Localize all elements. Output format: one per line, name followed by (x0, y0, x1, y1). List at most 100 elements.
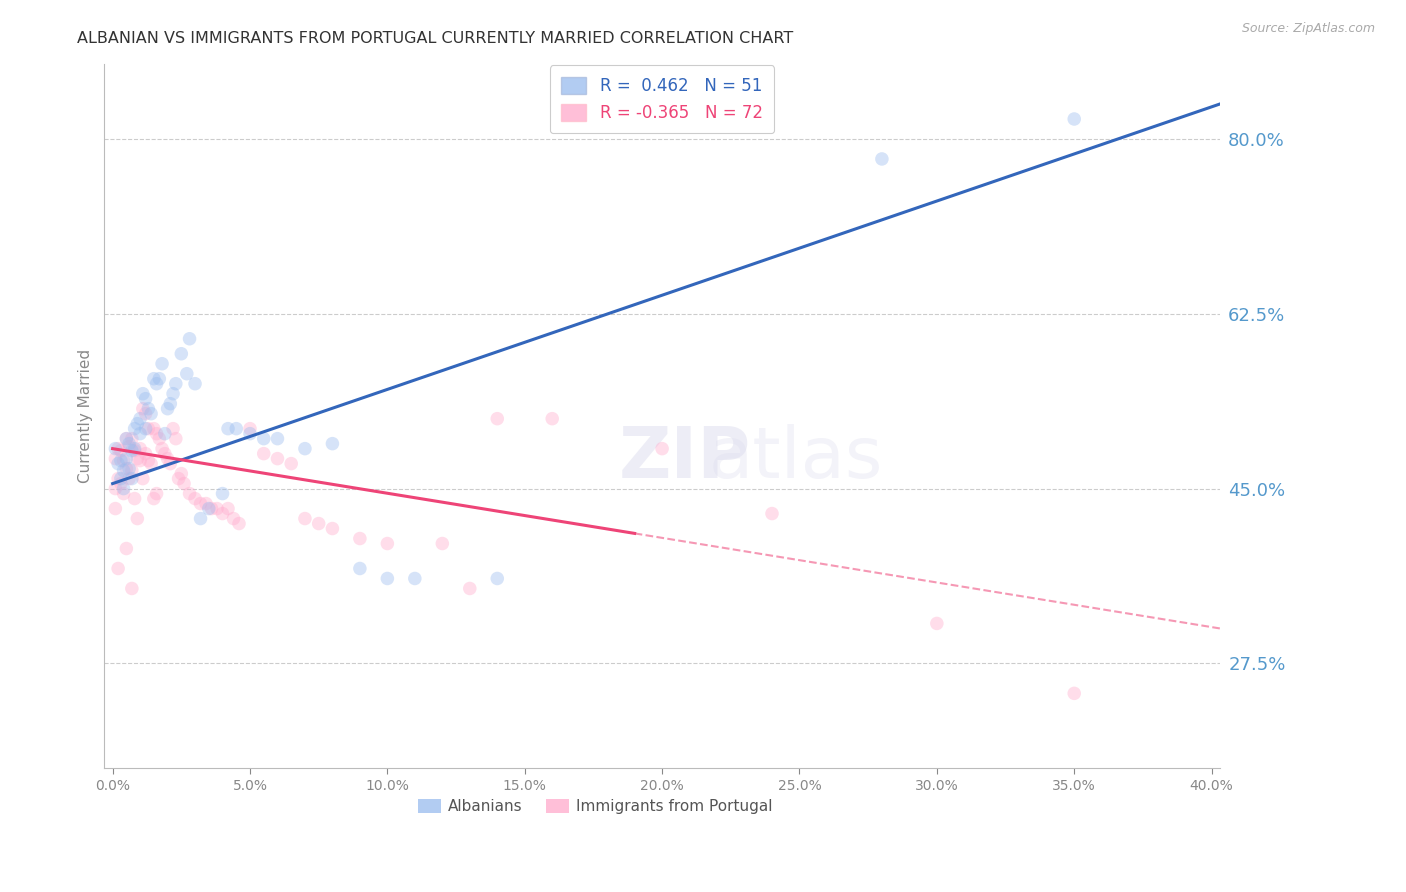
Point (115, 451, 138, 466)
Point (107, 442, 129, 456)
Point (148, 432, 170, 446)
Point (115, 461, 138, 475)
Point (132, 386, 155, 401)
Point (349, 532, 371, 546)
Point (184, 376, 207, 391)
Point (112, 453, 135, 467)
Point (107, 561, 129, 575)
Point (458, 582, 481, 596)
Point (124, 491, 146, 506)
Point (870, 152, 893, 166)
Point (112, 486, 135, 500)
Point (156, 401, 179, 416)
Point (138, 422, 160, 436)
Point (179, 486, 201, 500)
Point (148, 372, 170, 386)
Point (110, 476, 132, 491)
Point (145, 376, 167, 391)
Point (121, 582, 143, 596)
Point (486, 411, 509, 425)
Point (127, 511, 149, 525)
Point (321, 436, 343, 450)
Point (432, 536, 454, 550)
Point (135, 422, 157, 436)
Point (118, 436, 141, 450)
Point (104, 451, 127, 466)
Point (104, 482, 127, 496)
Point (239, 426, 262, 441)
Point (179, 332, 201, 346)
Point (138, 453, 160, 467)
Point (110, 472, 132, 486)
Point (170, 347, 193, 361)
Point (124, 422, 146, 436)
Point (486, 572, 509, 586)
Point (127, 451, 149, 466)
Point (217, 422, 239, 436)
Point (541, 411, 564, 425)
Point (228, 516, 250, 531)
Point (165, 376, 187, 391)
Point (190, 497, 212, 511)
Text: atlas: atlas (709, 424, 883, 493)
Point (205, 501, 228, 516)
Point (377, 572, 399, 586)
Point (156, 451, 179, 466)
Point (139, 407, 162, 421)
Point (170, 467, 193, 481)
Point (159, 457, 181, 471)
Point (321, 522, 343, 536)
Point (104, 501, 127, 516)
Point (145, 486, 167, 500)
Y-axis label: Currently Married: Currently Married (79, 349, 93, 483)
Point (129, 442, 152, 456)
Point (162, 386, 184, 401)
Point (129, 411, 152, 425)
Point (139, 457, 162, 471)
Text: Source: ZipAtlas.com: Source: ZipAtlas.com (1241, 22, 1375, 36)
Point (159, 397, 181, 411)
Point (145, 426, 167, 441)
Point (239, 422, 262, 436)
Point (200, 501, 222, 516)
Point (124, 443, 146, 458)
Point (153, 447, 176, 461)
Text: ZIP: ZIP (619, 424, 751, 493)
Point (124, 442, 146, 456)
Point (176, 367, 198, 381)
Legend: Albanians, Immigrants from Portugal: Albanians, Immigrants from Portugal (412, 793, 779, 821)
Point (129, 426, 152, 441)
Point (1063, 112, 1085, 126)
Point (190, 511, 212, 525)
Point (132, 401, 155, 416)
Point (1063, 686, 1085, 700)
Point (115, 432, 138, 446)
Point (118, 440, 141, 454)
Point (118, 461, 141, 475)
Point (195, 497, 218, 511)
Point (294, 442, 316, 456)
Point (349, 561, 371, 575)
Point (150, 442, 173, 456)
Point (294, 511, 316, 525)
Point (110, 453, 132, 467)
Point (121, 432, 143, 446)
Point (132, 472, 155, 486)
Point (266, 432, 288, 446)
Point (266, 451, 288, 466)
Point (142, 372, 165, 386)
Point (104, 442, 127, 456)
Point (150, 357, 173, 371)
Point (121, 464, 143, 478)
Point (110, 443, 132, 458)
Point (173, 476, 195, 491)
Point (308, 516, 330, 531)
Point (118, 472, 141, 486)
Point (280, 457, 302, 471)
Point (142, 491, 165, 506)
Point (107, 472, 129, 486)
Point (135, 447, 157, 461)
Point (127, 417, 149, 431)
Point (761, 507, 783, 521)
Point (135, 407, 157, 421)
